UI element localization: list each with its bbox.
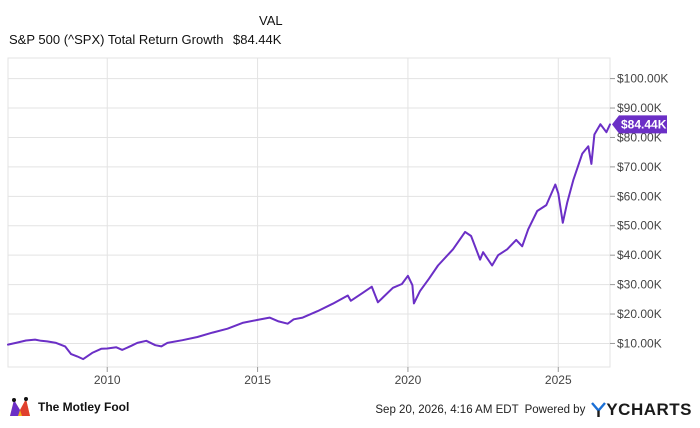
current-value: $84.44K	[233, 32, 282, 47]
series-line	[7, 123, 611, 361]
y-tick-label: $60.00K	[617, 189, 662, 203]
y-tick-label: $30.00K	[617, 278, 662, 292]
series-title: S&P 500 (^SPX) Total Return Growth	[9, 32, 224, 47]
powered-by-label: Powered by	[524, 404, 586, 416]
brand-name: The Motley Fool	[38, 400, 130, 414]
brand-logo: The Motley Fool	[8, 394, 129, 420]
y-axis-ticks: $10.00K $20.00K $30.00K $40.00K $50.00K $60.0…	[610, 72, 668, 350]
footer-attribution: Sep 20, 2026, 4:16 AM EDT Powered by YCH…	[375, 400, 692, 420]
ycharts-y-icon	[591, 402, 607, 417]
x-axis-ticks: 2010 2015 2020 2025	[94, 367, 572, 387]
last-value-label: $84.44K	[621, 117, 667, 131]
x-tick-label: 2020	[395, 373, 422, 387]
ycharts-logo: YCHARTS	[591, 400, 692, 420]
y-tick-label: $90.00K	[617, 101, 662, 115]
column-label: VAL	[259, 13, 283, 28]
y-tick-label: $50.00K	[617, 219, 662, 233]
last-value-badge-shape	[612, 115, 667, 134]
y-tick-label: $70.00K	[617, 160, 662, 174]
provider-name: YCHARTS	[606, 400, 692, 419]
timestamp: Sep 20, 2026, 4:16 AM EDT	[375, 404, 519, 416]
y-tick-label: $100.00K	[617, 72, 668, 86]
x-tick-label: 2025	[545, 373, 572, 387]
x-tick-label: 2015	[244, 373, 271, 387]
x-tick-label: 2010	[94, 373, 121, 387]
plot-frame	[7, 57, 611, 368]
y-tick-label: $40.00K	[617, 248, 662, 262]
y-tick-label: $20.00K	[617, 307, 662, 321]
jester-hat-icon	[10, 397, 30, 416]
gridlines	[7, 57, 611, 368]
y-tick-label: $10.00K	[617, 336, 662, 350]
y-tick-label: $80.00K	[617, 130, 662, 144]
last-value-badge: $84.44K	[612, 115, 667, 134]
